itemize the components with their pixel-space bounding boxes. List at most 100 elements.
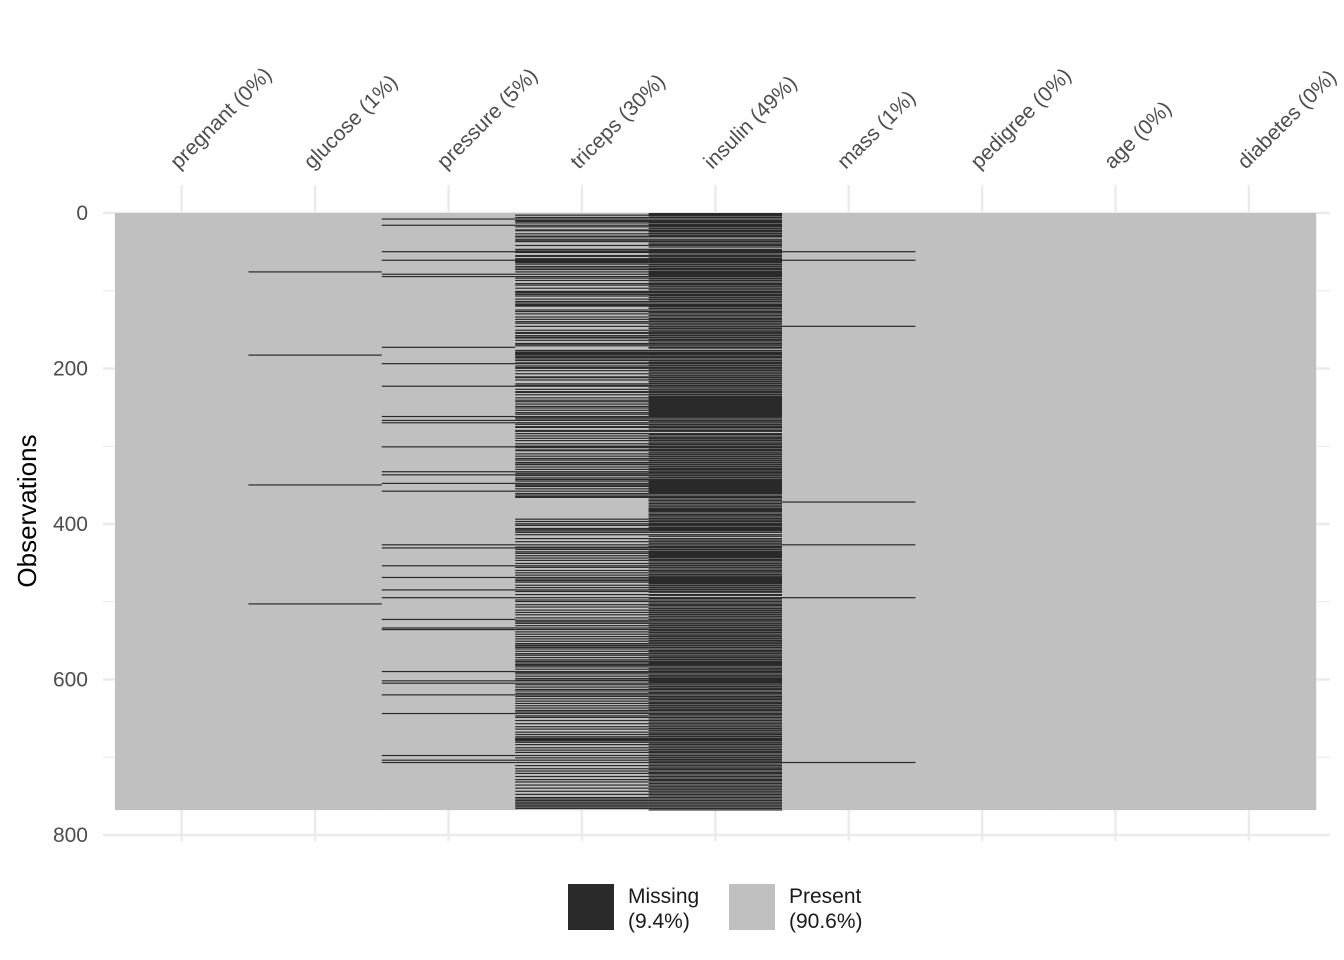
missing-cell bbox=[648, 566, 783, 568]
missing-cell bbox=[648, 658, 783, 660]
missing-cell bbox=[648, 412, 783, 415]
missing-cell bbox=[381, 597, 516, 599]
missing-cell bbox=[648, 715, 783, 717]
missing-cell bbox=[515, 723, 650, 725]
missing-cell bbox=[515, 807, 650, 809]
missing-cell bbox=[648, 215, 783, 217]
missing-cell bbox=[515, 244, 650, 247]
missing-cell bbox=[648, 656, 783, 658]
missing-cell bbox=[515, 337, 650, 339]
missing-cell bbox=[648, 604, 783, 607]
missing-cell bbox=[648, 459, 783, 461]
missing-cell bbox=[515, 609, 650, 611]
missing-cell bbox=[648, 471, 783, 473]
missing-cell bbox=[648, 682, 783, 684]
missing-cell bbox=[515, 235, 650, 237]
missing-cell bbox=[248, 271, 383, 273]
missing-cell bbox=[648, 590, 783, 593]
missing-cell bbox=[648, 476, 783, 478]
missing-cell bbox=[648, 528, 783, 530]
missing-cell bbox=[515, 322, 650, 324]
missing-cell bbox=[515, 586, 650, 589]
missing-cell bbox=[648, 287, 783, 289]
missing-cell bbox=[515, 677, 650, 680]
missing-cell bbox=[648, 557, 783, 559]
missing-cell bbox=[515, 461, 650, 463]
missing-cell bbox=[648, 765, 783, 767]
missing-cell bbox=[648, 366, 783, 369]
missing-cell bbox=[515, 654, 650, 656]
missing-cell bbox=[648, 399, 783, 401]
missing-cell bbox=[648, 310, 783, 313]
missing-cell bbox=[648, 685, 783, 687]
missing-cell bbox=[648, 318, 783, 320]
missing-cell bbox=[515, 662, 650, 664]
missing-cell bbox=[648, 594, 783, 596]
missing-cell bbox=[648, 485, 783, 487]
missing-cell bbox=[648, 740, 783, 742]
missing-cell bbox=[515, 664, 650, 666]
missing-cell bbox=[381, 628, 516, 631]
missing-cell bbox=[648, 419, 783, 422]
missing-cell bbox=[648, 306, 783, 308]
missing-cell bbox=[648, 352, 783, 354]
missing-cell bbox=[515, 302, 650, 304]
missing-cell bbox=[648, 577, 783, 579]
y-tick-label: 800 bbox=[53, 824, 88, 847]
missing-cell bbox=[648, 391, 783, 393]
missing-cell bbox=[648, 405, 783, 407]
missing-cell bbox=[515, 238, 650, 240]
missing-cell bbox=[515, 273, 650, 275]
missing-cell bbox=[515, 351, 650, 353]
missing-cell bbox=[648, 345, 783, 347]
missing-cell bbox=[515, 268, 650, 271]
missing-cell bbox=[648, 668, 783, 670]
missing-cell bbox=[515, 705, 650, 707]
missing-cell bbox=[648, 246, 783, 248]
y-tick-labels: 0 200 400 600 800 bbox=[53, 202, 88, 847]
missing-cell bbox=[515, 466, 650, 468]
missing-cell bbox=[648, 602, 783, 604]
missing-cell bbox=[515, 600, 650, 603]
missing-cell bbox=[648, 527, 783, 530]
missing-cell bbox=[648, 663, 783, 665]
missing-cell bbox=[515, 459, 650, 461]
missing-cell bbox=[648, 691, 783, 694]
missing-cell bbox=[648, 510, 783, 512]
missing-cell bbox=[648, 542, 783, 544]
missing-cell bbox=[515, 640, 650, 642]
missing-cell bbox=[648, 626, 783, 628]
missing-cell bbox=[648, 477, 783, 479]
column-label: insulin (49%) bbox=[700, 71, 802, 173]
y-tick-label: 200 bbox=[53, 358, 88, 381]
missing-cell bbox=[381, 759, 516, 761]
missing-cell bbox=[648, 523, 783, 525]
missing-cell bbox=[515, 749, 650, 751]
missing-cell bbox=[515, 316, 650, 318]
missing-cell bbox=[648, 235, 783, 237]
missing-cell bbox=[515, 391, 650, 394]
missing-cell bbox=[648, 284, 783, 286]
missing-cell bbox=[515, 698, 650, 700]
missing-cell bbox=[648, 390, 783, 392]
missing-cell bbox=[648, 413, 783, 415]
missing-cell bbox=[515, 384, 650, 387]
missing-cell bbox=[515, 403, 650, 405]
missing-cell bbox=[515, 472, 650, 474]
missing-cell bbox=[648, 518, 783, 520]
missing-cell bbox=[648, 436, 783, 439]
missing-cell bbox=[248, 354, 383, 356]
missing-cell bbox=[515, 712, 650, 715]
missing-cell bbox=[515, 260, 650, 262]
missing-cell bbox=[515, 646, 650, 649]
missing-cell bbox=[515, 318, 650, 320]
missing-cell bbox=[648, 695, 783, 698]
missing-cell bbox=[648, 394, 783, 396]
missing-cell bbox=[515, 670, 650, 673]
missing-cell bbox=[515, 426, 650, 429]
missing-cell bbox=[515, 569, 650, 572]
missing-cell bbox=[648, 469, 783, 471]
missing-cell bbox=[515, 614, 650, 616]
missing-cell bbox=[515, 736, 650, 738]
missing-cell bbox=[648, 342, 783, 345]
